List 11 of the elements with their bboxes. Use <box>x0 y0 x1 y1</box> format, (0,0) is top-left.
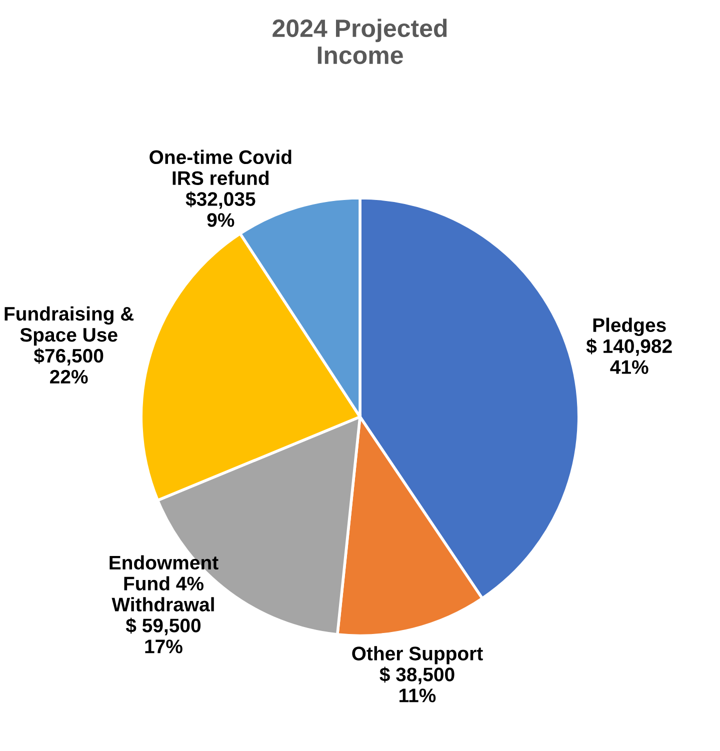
data-label: $32,035 9% <box>186 191 256 227</box>
data-label: $ 59,500 17% <box>126 618 201 654</box>
slice-label: Other Support <box>352 646 483 664</box>
slice-label: One-time Covid IRS refund <box>150 150 292 186</box>
data-label: $76,500 22% <box>34 348 104 384</box>
slice-label: Pledges <box>593 318 666 336</box>
data-label: $ 38,500 11% <box>380 666 454 702</box>
slice-label: Endowment Fund 4% Withdrawal <box>110 555 218 612</box>
slice-label: Fundraising & Space Use <box>4 306 134 346</box>
chart-title: 2024 Projected Income <box>272 18 447 64</box>
data-label: $ 140,982 41% <box>586 338 672 374</box>
